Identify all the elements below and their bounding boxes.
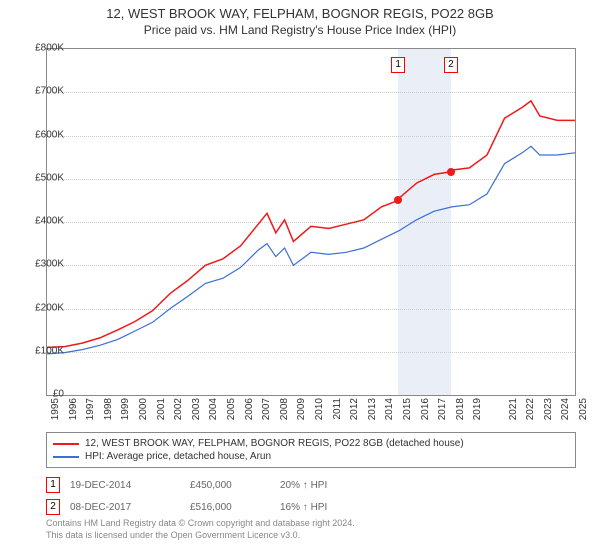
x-tick-label: 2024 (560, 398, 571, 428)
x-tick-label: 1999 (120, 398, 131, 428)
sale-marker-box: 2 (444, 57, 458, 73)
x-tick-label: 2003 (191, 398, 202, 428)
x-tick-label: 2018 (455, 398, 466, 428)
attribution-line: This data is licensed under the Open Gov… (46, 530, 576, 542)
legend-item-price-paid: 12, WEST BROOK WAY, FELPHAM, BOGNOR REGI… (53, 437, 569, 450)
sale-dot (394, 196, 402, 204)
sale-marker-box: 2 (46, 499, 60, 515)
line-svg (47, 49, 575, 395)
legend-label: HPI: Average price, detached house, Arun (85, 451, 271, 462)
x-tick-label: 2010 (314, 398, 325, 428)
attribution-line: Contains HM Land Registry data © Crown c… (46, 518, 576, 530)
plot-area: 12 (46, 48, 576, 396)
sales-table: 1 19-DEC-2014 £450,000 20% ↑ HPI 2 08-DEC-201… (46, 474, 576, 518)
sales-row: 1 19-DEC-2014 £450,000 20% ↑ HPI (46, 474, 576, 496)
x-tick-label: 2017 (437, 398, 448, 428)
legend-label: 12, WEST BROOK WAY, FELPHAM, BOGNOR REGI… (85, 438, 464, 449)
attribution: Contains HM Land Registry data © Crown c… (46, 518, 576, 541)
x-tick-label: 2022 (525, 398, 536, 428)
x-tick-label: 2005 (226, 398, 237, 428)
y-tick-label: £100K (24, 345, 64, 356)
sale-marker-box: 1 (46, 477, 60, 493)
x-tick-label: 1996 (68, 398, 79, 428)
x-tick-label: 2014 (384, 398, 395, 428)
x-tick-label: 2006 (244, 398, 255, 428)
y-tick-label: £700K (24, 86, 64, 97)
sale-price: £516,000 (190, 502, 270, 513)
y-tick-label: £600K (24, 129, 64, 140)
x-tick-label: 2021 (508, 398, 519, 428)
series-price_paid (47, 101, 575, 348)
x-tick-label: 2023 (543, 398, 554, 428)
legend-swatch-blue (53, 456, 79, 458)
legend: 12, WEST BROOK WAY, FELPHAM, BOGNOR REGI… (46, 432, 576, 468)
sale-date: 19-DEC-2014 (70, 480, 180, 491)
x-tick-label: 2000 (138, 398, 149, 428)
x-tick-label: 2015 (402, 398, 413, 428)
y-tick-label: £200K (24, 302, 64, 313)
series-hpi (47, 146, 575, 354)
x-tick-label: 2025 (578, 398, 589, 428)
x-tick-label: 1995 (50, 398, 61, 428)
chart-container: { "title": "12, WEST BROOK WAY, FELPHAM,… (0, 0, 600, 560)
x-tick-label: 2019 (472, 398, 483, 428)
y-tick-label: £400K (24, 216, 64, 227)
y-tick-label: £500K (24, 172, 64, 183)
x-tick-label: 2009 (296, 398, 307, 428)
sale-price: £450,000 (190, 480, 270, 491)
y-tick-label: £300K (24, 259, 64, 270)
legend-swatch-red (53, 443, 79, 445)
sales-row: 2 08-DEC-2017 £516,000 16% ↑ HPI (46, 496, 576, 518)
x-tick-label: 2007 (261, 398, 272, 428)
x-tick-label: 2004 (208, 398, 219, 428)
sale-pct-vs-hpi: 20% ↑ HPI (280, 480, 390, 491)
x-tick-label: 2013 (367, 398, 378, 428)
x-tick-label: 2008 (279, 398, 290, 428)
legend-item-hpi: HPI: Average price, detached house, Arun (53, 450, 569, 463)
sale-dot (447, 168, 455, 176)
sale-pct-vs-hpi: 16% ↑ HPI (280, 502, 390, 513)
sale-date: 08-DEC-2017 (70, 502, 180, 513)
x-tick-label: 2016 (420, 398, 431, 428)
x-tick-label: 2012 (349, 398, 360, 428)
x-tick-label: 1997 (85, 398, 96, 428)
x-tick-label: 2011 (332, 398, 343, 428)
x-tick-label: 2001 (156, 398, 167, 428)
chart-subtitle: Price paid vs. HM Land Registry's House … (0, 21, 600, 37)
x-tick-label: 2002 (173, 398, 184, 428)
sale-marker-box: 1 (391, 57, 405, 73)
y-tick-label: £800K (24, 43, 64, 54)
x-tick-label: 1998 (103, 398, 114, 428)
chart-title: 12, WEST BROOK WAY, FELPHAM, BOGNOR REGI… (0, 0, 600, 21)
